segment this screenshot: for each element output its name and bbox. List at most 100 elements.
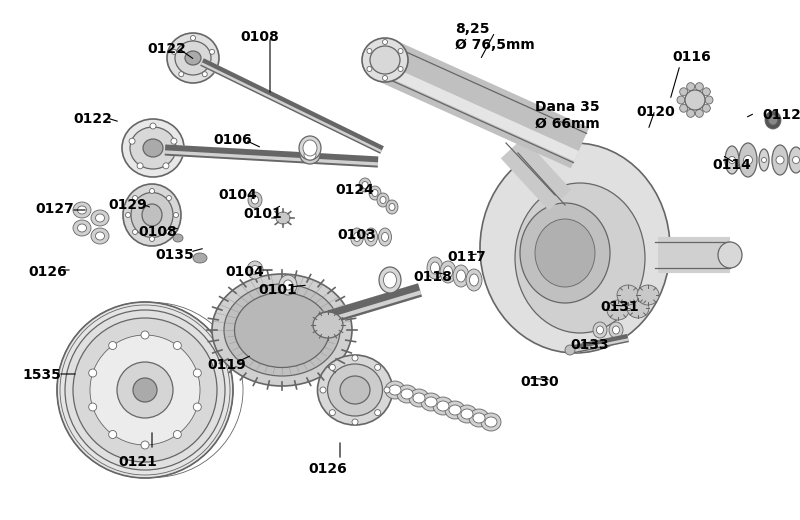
Text: Ø 66mm: Ø 66mm bbox=[535, 117, 600, 131]
Text: 0129: 0129 bbox=[108, 198, 146, 212]
Ellipse shape bbox=[433, 397, 453, 415]
Ellipse shape bbox=[421, 393, 441, 411]
Ellipse shape bbox=[304, 150, 316, 160]
Ellipse shape bbox=[354, 232, 361, 241]
Ellipse shape bbox=[369, 186, 381, 200]
Ellipse shape bbox=[122, 119, 184, 177]
Ellipse shape bbox=[397, 385, 417, 403]
Ellipse shape bbox=[362, 181, 368, 188]
Text: 1535: 1535 bbox=[22, 368, 61, 382]
Circle shape bbox=[695, 109, 703, 118]
Text: 0135: 0135 bbox=[155, 248, 194, 262]
Ellipse shape bbox=[299, 136, 321, 160]
Circle shape bbox=[677, 96, 685, 104]
Ellipse shape bbox=[437, 401, 449, 411]
Ellipse shape bbox=[175, 41, 211, 75]
Ellipse shape bbox=[466, 269, 482, 291]
Ellipse shape bbox=[142, 204, 162, 226]
Ellipse shape bbox=[380, 197, 386, 203]
Text: Dana 35: Dana 35 bbox=[535, 100, 600, 114]
Ellipse shape bbox=[389, 203, 395, 211]
Circle shape bbox=[702, 104, 710, 112]
Circle shape bbox=[702, 88, 710, 96]
Circle shape bbox=[398, 48, 403, 54]
Circle shape bbox=[109, 342, 117, 349]
Ellipse shape bbox=[617, 285, 639, 305]
Ellipse shape bbox=[379, 267, 401, 293]
Text: 0114: 0114 bbox=[712, 158, 751, 172]
Ellipse shape bbox=[739, 143, 757, 177]
Ellipse shape bbox=[73, 202, 91, 218]
Text: 0104: 0104 bbox=[225, 265, 264, 279]
Circle shape bbox=[141, 331, 149, 339]
Text: 0103: 0103 bbox=[337, 228, 376, 242]
Circle shape bbox=[374, 410, 381, 415]
Ellipse shape bbox=[480, 143, 670, 353]
Circle shape bbox=[382, 75, 387, 81]
Circle shape bbox=[150, 188, 154, 193]
Ellipse shape bbox=[607, 300, 629, 320]
Ellipse shape bbox=[613, 326, 619, 334]
Ellipse shape bbox=[130, 127, 176, 169]
Ellipse shape bbox=[443, 266, 453, 278]
Circle shape bbox=[330, 410, 335, 415]
Ellipse shape bbox=[327, 364, 382, 416]
Ellipse shape bbox=[597, 326, 603, 334]
Circle shape bbox=[129, 138, 135, 144]
Ellipse shape bbox=[485, 417, 497, 427]
Ellipse shape bbox=[609, 322, 623, 338]
Circle shape bbox=[171, 49, 177, 54]
Ellipse shape bbox=[385, 381, 405, 399]
Circle shape bbox=[117, 362, 173, 418]
Text: 0108: 0108 bbox=[138, 225, 177, 239]
Circle shape bbox=[320, 387, 326, 393]
Ellipse shape bbox=[167, 33, 219, 83]
Ellipse shape bbox=[91, 210, 109, 226]
Circle shape bbox=[330, 365, 335, 370]
Text: 0124: 0124 bbox=[335, 183, 374, 197]
Ellipse shape bbox=[377, 193, 389, 207]
Text: 8,25: 8,25 bbox=[455, 22, 490, 36]
Ellipse shape bbox=[409, 389, 429, 407]
Circle shape bbox=[171, 138, 177, 144]
Ellipse shape bbox=[565, 345, 575, 355]
Circle shape bbox=[150, 123, 156, 129]
Circle shape bbox=[680, 88, 688, 96]
Circle shape bbox=[686, 83, 694, 90]
Ellipse shape bbox=[593, 322, 607, 338]
Ellipse shape bbox=[469, 409, 489, 427]
Ellipse shape bbox=[279, 275, 297, 295]
Circle shape bbox=[202, 72, 207, 76]
Text: 0126: 0126 bbox=[28, 265, 66, 279]
Ellipse shape bbox=[430, 262, 439, 274]
Ellipse shape bbox=[185, 51, 201, 65]
Circle shape bbox=[190, 35, 195, 41]
Ellipse shape bbox=[461, 409, 473, 419]
Text: 0131: 0131 bbox=[600, 300, 638, 314]
Ellipse shape bbox=[143, 139, 163, 157]
Circle shape bbox=[57, 302, 233, 478]
Ellipse shape bbox=[91, 228, 109, 244]
Circle shape bbox=[705, 96, 713, 104]
Circle shape bbox=[163, 163, 169, 169]
Circle shape bbox=[762, 158, 766, 162]
Circle shape bbox=[680, 104, 688, 112]
Text: 0118: 0118 bbox=[413, 270, 452, 284]
Circle shape bbox=[194, 369, 202, 377]
Ellipse shape bbox=[350, 228, 363, 246]
Ellipse shape bbox=[73, 220, 91, 236]
Ellipse shape bbox=[627, 298, 649, 318]
Circle shape bbox=[141, 441, 149, 449]
Ellipse shape bbox=[367, 232, 374, 241]
Ellipse shape bbox=[382, 232, 389, 241]
Ellipse shape bbox=[372, 189, 378, 197]
Ellipse shape bbox=[283, 280, 293, 290]
Circle shape bbox=[89, 369, 97, 377]
Circle shape bbox=[73, 318, 217, 462]
Ellipse shape bbox=[759, 149, 769, 171]
Ellipse shape bbox=[520, 203, 610, 303]
Ellipse shape bbox=[78, 224, 86, 232]
Ellipse shape bbox=[340, 376, 370, 404]
Ellipse shape bbox=[457, 405, 477, 423]
Ellipse shape bbox=[318, 355, 393, 425]
